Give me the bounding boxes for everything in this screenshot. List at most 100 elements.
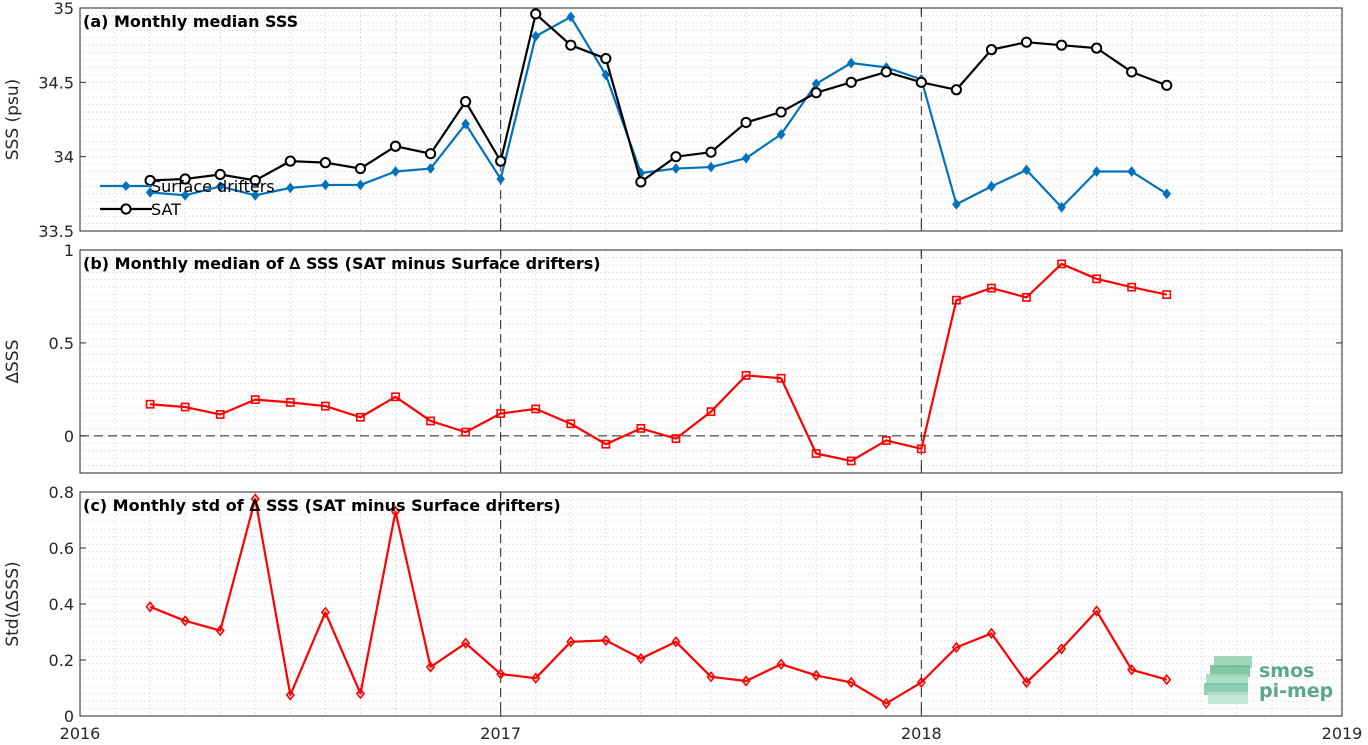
data-point-0-0 [461,118,470,130]
data-point-1-0 [671,434,681,444]
data-point-0-0 [496,173,505,185]
data-point-0-1 [1126,66,1138,78]
data-point-2-0 [881,697,891,710]
data-point-1-0 [215,410,225,419]
logo-graphic-icon [1204,656,1252,704]
data-point-0-1 [460,96,472,108]
data-point-1-0 [496,409,506,418]
data-point-0-1 [1161,79,1173,91]
data-point-2-0 [1021,676,1032,689]
data-point-2-0 [531,672,541,684]
data-point-0-1 [565,39,577,51]
data-point-1-0 [250,395,260,404]
data-point-1-0 [1022,292,1031,302]
series-line-0-0 [150,15,1168,209]
data-point-2-0 [390,505,401,518]
data-point-0-1 [530,8,542,20]
y-tick-label: 0.6 [49,539,74,558]
data-point-0-0 [215,181,225,192]
y-tick-label: 33.5 [38,222,74,241]
data-point-0-1 [775,106,787,118]
data-point-0-1 [424,148,437,160]
data-point-0-1 [985,44,998,56]
x-tick-label: 2017 [480,724,521,743]
data-point-0-1 [880,66,892,78]
data-point-2-0 [1127,664,1137,676]
y-tick-label: 0.2 [49,651,74,670]
smos-pi-mep-logo: smos pi-mep [1204,656,1333,704]
legend-label-sat: SAT [151,200,181,219]
data-point-0-1 [600,52,612,65]
data-point-0-0 [180,189,190,201]
data-point-1-0 [566,419,576,429]
series-line-2-0 [149,497,1168,705]
panel-c-monthly-std-delta-sss: 0 0.2 0.4 0.6 0.8 (c) Monthly std of ∆ SSS (… [3,483,1343,726]
data-point-2-0 [215,624,225,637]
data-point-0-0 [706,161,716,173]
data-point-0-0 [741,152,751,164]
data-point-2-0 [566,636,576,648]
data-point-0-0 [286,182,295,194]
data-point-2-0 [951,641,961,654]
x-tick-label: 2018 [901,724,942,743]
data-point-2-0 [671,636,681,648]
panel-a-monthly-median-sss: 33.5 34 34.5 35 (a) Monthly median SSS SSS … [3,0,1343,241]
x-tick-label: 2016 [60,724,101,743]
y-tick-label: 0.4 [49,595,74,614]
data-point-1-0 [1127,282,1137,292]
data-point-0-1 [915,76,927,88]
data-point-0-0 [1022,164,1031,176]
data-point-1-0 [951,295,961,305]
data-point-2-0 [250,493,260,505]
panel-c-title: (c) Monthly std of ∆ SSS (SAT minus Surf… [83,496,561,515]
data-point-2-0 [461,637,471,649]
data-point-0-1 [179,173,191,185]
data-point-2-0 [285,689,295,701]
data-point-1-0 [285,397,295,407]
data-point-0-1 [354,162,367,175]
y-tick-label: 34 [54,148,74,167]
data-point-1-0 [916,444,926,454]
series-line-0-1 [150,12,1168,184]
data-point-2-0 [706,671,716,683]
data-point-1-0 [1162,290,1172,299]
data-point-0-1 [810,87,822,99]
data-point-0-1 [670,151,682,163]
data-point-2-0 [916,676,926,689]
data-point-0-1 [705,146,717,158]
data-point-2-0 [355,687,365,700]
data-point-0-0 [145,186,155,198]
data-point-1-0 [846,456,856,466]
data-point-1-0 [145,399,155,409]
data-point-0-1 [950,84,962,96]
data-point-0-0 [426,163,435,174]
data-point-2-0 [426,661,436,673]
legend-marker-surface-drifters [121,181,131,191]
data-point-0-1 [1091,42,1103,54]
data-point-0-0 [776,129,786,140]
data-point-2-0 [636,652,646,665]
data-point-2-0 [320,606,330,619]
panel-b-frame [79,249,1343,474]
data-point-2-0 [1162,673,1172,686]
data-point-0-0 [846,57,856,69]
data-point-0-1 [284,155,296,167]
legend-label-surface-drifters: Surface drifters [151,177,275,196]
data-point-0-0 [1162,188,1172,200]
panel-a-title: (a) Monthly median SSS [83,12,298,31]
y-tick-label: 0.8 [49,483,74,502]
data-point-1-0 [426,416,435,426]
data-point-1-0 [1092,274,1102,284]
data-point-0-0 [1092,166,1101,177]
logo-text-smos: smos [1259,660,1314,682]
data-point-0-0 [391,166,400,177]
data-point-0-1 [845,76,857,88]
data-point-1-0 [180,402,190,412]
data-point-2-0 [811,669,821,682]
data-point-0-1 [495,155,507,167]
data-point-2-0 [986,627,996,640]
data-point-0-1 [214,168,226,181]
data-point-0-0 [987,181,996,192]
data-point-2-0 [741,675,751,687]
